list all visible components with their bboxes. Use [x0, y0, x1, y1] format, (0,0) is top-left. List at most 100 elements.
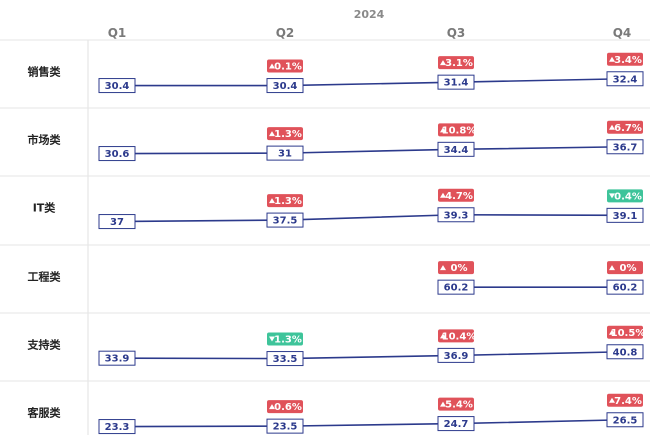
value-box	[437, 74, 475, 90]
row-5: 支持类 33.9 33.5 1.3% 36.9 10.4% 40.8 10.5%	[27, 325, 646, 367]
change-label: 0%	[620, 263, 637, 274]
value-box	[437, 347, 475, 363]
change-label: 7.4%	[614, 396, 642, 407]
value-box	[98, 350, 136, 366]
chart-rows: 销售类 30.4 30.4 0.1% 31.4 3.1% 32.4 3.4% 市场类 30.6 31…	[27, 52, 646, 435]
value-label: 39.1	[613, 211, 638, 222]
value-box	[98, 419, 136, 435]
change-badge	[267, 332, 303, 346]
series-line	[116, 145, 626, 155]
change-label: 0.4%	[614, 191, 642, 202]
arrow-up-icon	[609, 56, 615, 62]
change-badge	[607, 325, 643, 339]
change-label: 10.8%	[442, 125, 477, 136]
change-label: 10.5%	[611, 328, 646, 339]
value-label: 60.2	[444, 283, 469, 294]
row-separators	[0, 39, 650, 382]
change-label: 3.1%	[445, 58, 473, 69]
quarter-label-4: Q4	[613, 26, 632, 40]
value-box	[98, 214, 136, 230]
value-box	[606, 71, 644, 87]
quarter-label-2: Q2	[276, 26, 295, 40]
change-badge	[438, 123, 474, 137]
value-label: 30.4	[273, 81, 298, 92]
row-3: IT类 37 37.5 1.3% 39.3 4.7% 39.1 0.4%	[33, 188, 644, 230]
arrow-up-icon	[269, 131, 275, 137]
arrow-up-icon	[609, 397, 615, 403]
value-label: 23.3	[105, 422, 130, 433]
change-label: 1.3%	[274, 196, 302, 207]
change-badge	[607, 189, 643, 203]
arrow-up-icon	[440, 333, 446, 339]
arrow-up-icon	[440, 192, 446, 198]
change-badge	[438, 397, 474, 411]
value-label: 33.5	[273, 354, 298, 365]
quarter-label-3: Q3	[447, 26, 466, 40]
arrow-up-icon	[609, 265, 615, 271]
change-badge	[607, 393, 643, 407]
change-badge	[438, 329, 474, 343]
change-badge	[267, 127, 303, 141]
arrow-up-icon	[269, 404, 275, 410]
change-label: 0.6%	[274, 402, 302, 413]
change-badge	[607, 52, 643, 66]
quarter-label-1: Q1	[108, 26, 127, 40]
change-label: 0%	[451, 263, 468, 274]
arrow-up-icon	[609, 124, 615, 130]
change-label: 1.3%	[274, 335, 302, 346]
value-label: 40.8	[613, 347, 638, 358]
quarter-axis: Q1 Q2 Q3 Q4	[108, 26, 632, 40]
arrow-up-icon	[440, 60, 446, 66]
series-line	[116, 213, 626, 223]
change-badge	[607, 261, 643, 275]
series-line	[116, 350, 626, 360]
change-label: 3.4%	[614, 55, 642, 66]
category-label: IT类	[33, 200, 57, 214]
value-label: 31	[278, 149, 292, 160]
category-label: 工程类	[28, 269, 62, 283]
change-badge	[267, 194, 303, 208]
value-box	[437, 416, 475, 432]
arrow-up-icon	[609, 329, 615, 335]
series-line	[117, 77, 626, 87]
series-line	[116, 418, 626, 428]
value-label: 37.5	[273, 216, 298, 227]
category-label: 市场类	[28, 132, 62, 146]
value-box	[266, 351, 304, 367]
value-box	[437, 141, 475, 157]
change-badge	[438, 56, 474, 70]
value-label: 26.5	[613, 415, 638, 426]
value-label: 30.6	[105, 149, 130, 160]
arrow-up-icon	[440, 265, 446, 271]
category-label: 客服类	[27, 405, 62, 419]
value-label: 36.9	[444, 351, 469, 362]
value-label: 33.9	[105, 354, 130, 365]
change-badge	[438, 261, 474, 275]
arrow-up-icon	[269, 198, 275, 204]
arrow-down-icon	[609, 193, 615, 199]
value-label: 31.4	[444, 78, 469, 89]
value-label: 39.3	[444, 210, 469, 221]
change-label: 6.7%	[614, 123, 642, 134]
row-6: 客服类 23.3 23.5 0.6% 24.7 5.4% 26.5 7.4%	[27, 393, 644, 435]
value-box	[98, 78, 136, 94]
change-label: 5.4%	[445, 400, 473, 411]
value-label: 30.4	[105, 81, 130, 92]
arrow-up-icon	[269, 63, 275, 69]
value-box	[606, 279, 644, 295]
value-box	[606, 207, 644, 223]
value-label: 23.5	[273, 422, 298, 433]
change-label: 0.1%	[274, 62, 302, 73]
change-badge	[267, 400, 303, 414]
change-badge	[607, 120, 643, 134]
value-box	[266, 212, 304, 228]
value-box	[266, 78, 304, 94]
value-label: 32.4	[613, 74, 638, 85]
value-label: 60.2	[613, 283, 638, 294]
category-label: 支持类	[27, 337, 62, 351]
value-box	[606, 412, 644, 428]
change-badge	[267, 59, 303, 73]
value-box	[606, 139, 644, 155]
row-1: 销售类 30.4 30.4 0.1% 31.4 3.1% 32.4 3.4%	[28, 52, 644, 94]
